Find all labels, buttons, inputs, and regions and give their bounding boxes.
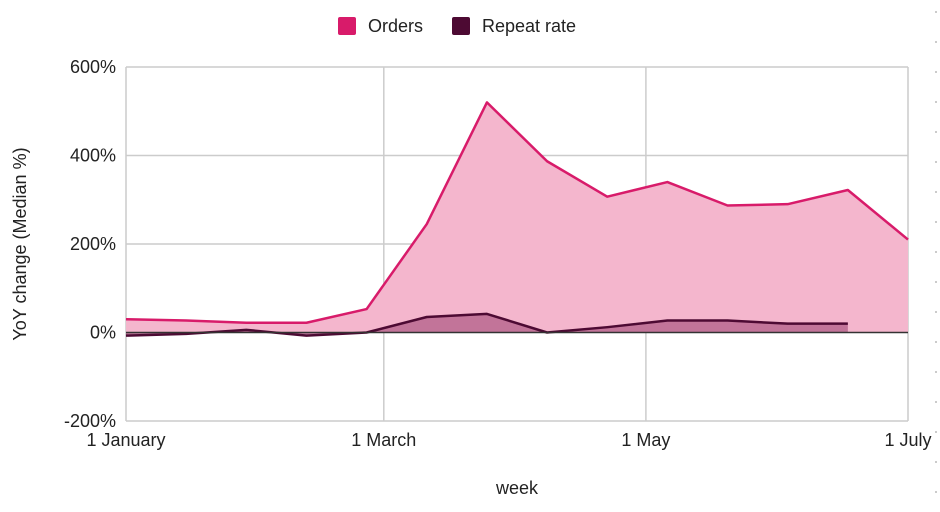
series-area-1 (126, 313, 848, 336)
legend-label: Repeat rate (482, 16, 576, 36)
edge-dot (935, 101, 937, 103)
x-tick-label: 1 January (86, 430, 165, 450)
axis-titles: week YoY change (Median %) (10, 147, 539, 498)
edge-decoration (935, 11, 937, 493)
edge-dot (935, 461, 937, 463)
y-axis-title: YoY change (Median %) (10, 147, 30, 340)
tick-labels: 600% 400% 200% 0% -200%1 January 1 March 1 May… (64, 57, 932, 450)
edge-dot (935, 191, 937, 193)
y-tick-label: 200% (70, 234, 116, 254)
edge-dot (935, 11, 937, 13)
series-line-0 (125, 101, 909, 325)
legend: Orders Repeat rate (338, 16, 576, 36)
x-axis-title: week (495, 478, 539, 498)
legend-swatch (338, 17, 356, 35)
y-tick-label: 400% (70, 146, 116, 166)
edge-dot (935, 221, 937, 223)
legend-swatch (452, 17, 470, 35)
edge-dot (935, 161, 937, 163)
edge-dot (935, 491, 937, 493)
legend-item-repeat-rate: Repeat rate (452, 16, 576, 36)
edge-dot (935, 371, 937, 373)
edge-dot (935, 281, 937, 283)
legend-label: Orders (368, 16, 423, 36)
edge-dot (935, 251, 937, 253)
edge-dot (935, 431, 937, 433)
edge-dot (935, 41, 937, 43)
edge-dot (935, 341, 937, 343)
y-tick-label: -200% (64, 411, 116, 431)
y-tick-label: 0% (90, 323, 116, 343)
y-tick-label: 600% (70, 57, 116, 77)
edge-dot (935, 131, 937, 133)
series-area-0 (126, 102, 908, 333)
edge-dot (935, 401, 937, 403)
series-areas (125, 101, 909, 337)
edge-dot (935, 311, 937, 313)
x-tick-label: 1 May (621, 430, 670, 450)
edge-dot (935, 71, 937, 73)
x-tick-label: 1 July (884, 430, 931, 450)
x-tick-label: 1 March (351, 430, 416, 450)
legend-item-orders: Orders (338, 16, 423, 36)
